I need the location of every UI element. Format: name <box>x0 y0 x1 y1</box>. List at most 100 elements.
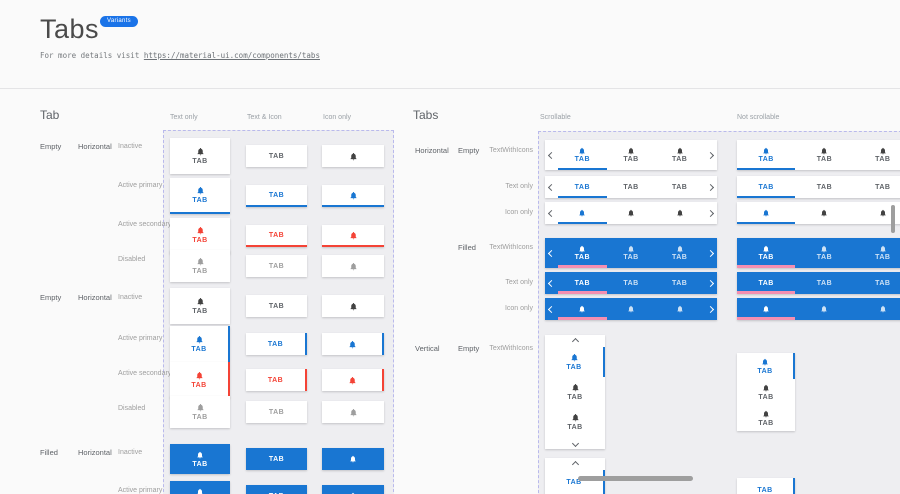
tab-label: TAB <box>192 158 208 165</box>
bell-icon <box>676 209 684 217</box>
tab-sample-text-icon[interactable]: TAB <box>170 138 230 174</box>
tab-active[interactable] <box>737 202 795 224</box>
tab-active[interactable] <box>737 298 795 320</box>
tab-sample-text-icon[interactable]: TAB <box>170 362 230 398</box>
tab[interactable] <box>795 298 853 320</box>
tab[interactable]: TAB <box>655 140 704 170</box>
group-orientation-label: Horizontal <box>415 146 449 155</box>
tab[interactable]: TAB <box>655 272 704 294</box>
tab[interactable]: TAB <box>545 407 605 437</box>
tab-sample-text-icon[interactable]: TAB <box>170 250 230 282</box>
chevron-up-icon[interactable] <box>545 335 605 347</box>
tab-sample-icon[interactable] <box>322 145 384 167</box>
tab-active[interactable]: TAB <box>737 238 795 268</box>
tab[interactable]: TAB <box>795 272 853 294</box>
tab-sample-text[interactable]: TAB <box>246 145 307 167</box>
tab[interactable]: TAB <box>655 176 704 198</box>
tab-sample-icon[interactable] <box>322 333 384 355</box>
tab-active[interactable]: TAB <box>737 478 795 494</box>
chevron-left-icon[interactable] <box>545 176 558 198</box>
tab-sample-text[interactable]: TAB <box>246 485 307 494</box>
bell-icon <box>578 209 586 217</box>
tab-sample-text[interactable]: TAB <box>246 225 307 247</box>
chevron-right-icon[interactable] <box>704 202 717 224</box>
tab-sample-icon[interactable] <box>322 369 384 391</box>
tab-sample-text[interactable]: TAB <box>246 185 307 207</box>
tab[interactable]: TAB <box>655 238 704 268</box>
tab[interactable] <box>854 298 900 320</box>
tab-sample-icon[interactable] <box>322 485 384 494</box>
tab-sample-icon[interactable] <box>322 225 384 247</box>
tab[interactable]: TAB <box>607 238 656 268</box>
tab-sample-icon[interactable] <box>322 448 384 470</box>
tab[interactable]: TAB <box>795 238 853 268</box>
tab[interactable]: TAB <box>795 176 853 198</box>
tab-sample-text-icon[interactable]: TAB <box>170 326 230 362</box>
tab-sample-icon[interactable] <box>322 295 384 317</box>
chevron-right-icon[interactable] <box>704 272 717 294</box>
tab-sample-text-icon[interactable]: TAB <box>170 444 230 474</box>
tab-sample-text[interactable]: TAB <box>246 255 307 277</box>
tab-sample-text[interactable]: TAB <box>246 295 307 317</box>
tab-active[interactable]: TAB <box>737 353 795 379</box>
tab[interactable]: TAB <box>854 238 900 268</box>
tab[interactable] <box>795 202 853 224</box>
tab-sample-text-icon[interactable]: TAB <box>170 288 230 324</box>
tab-active[interactable]: TAB <box>737 272 795 294</box>
state-label: Inactive <box>118 449 143 456</box>
tab-sample-text-icon[interactable]: TAB <box>170 218 230 254</box>
horizontal-scrollbar-thumb[interactable] <box>578 476 693 481</box>
tab-sample-text[interactable]: TAB <box>246 333 307 355</box>
tab-sample-text[interactable]: TAB <box>246 448 307 470</box>
tab-active[interactable] <box>558 202 607 224</box>
tab-active[interactable]: TAB <box>558 272 607 294</box>
tab-active[interactable]: TAB <box>558 176 607 198</box>
tab-sample-icon[interactable] <box>322 401 384 423</box>
tab-sample-text[interactable]: TAB <box>246 401 307 423</box>
bell-icon <box>676 305 684 313</box>
tab[interactable]: TAB <box>737 405 795 431</box>
tab[interactable]: TAB <box>607 140 656 170</box>
chevron-left-icon[interactable] <box>545 238 558 268</box>
tab-sample-text-icon[interactable]: TAB <box>170 178 230 214</box>
tab[interactable] <box>655 202 704 224</box>
tab[interactable]: TAB <box>737 379 795 405</box>
tab-label: TAB <box>875 156 891 163</box>
tab-active[interactable]: TAB <box>558 140 607 170</box>
tab[interactable] <box>854 202 900 224</box>
tab-active[interactable]: TAB <box>737 140 795 170</box>
chevron-right-icon[interactable] <box>704 298 717 320</box>
chevron-right-icon[interactable] <box>704 176 717 198</box>
tab[interactable]: TAB <box>854 176 900 198</box>
tab[interactable] <box>607 298 656 320</box>
chevron-left-icon[interactable] <box>545 272 558 294</box>
chevron-right-icon[interactable] <box>704 238 717 268</box>
tab[interactable]: TAB <box>545 377 605 407</box>
tab-active[interactable]: TAB <box>545 470 605 494</box>
bell-icon <box>349 262 358 271</box>
tab[interactable]: TAB <box>795 140 853 170</box>
chevron-right-icon[interactable] <box>704 140 717 170</box>
tab-active[interactable]: TAB <box>558 238 607 268</box>
chevron-left-icon[interactable] <box>545 140 558 170</box>
tab-active[interactable] <box>558 298 607 320</box>
chevron-left-icon[interactable] <box>545 298 558 320</box>
chevron-down-icon[interactable] <box>545 437 605 449</box>
tab-sample-icon[interactable] <box>322 185 384 207</box>
tab-active[interactable]: TAB <box>737 176 795 198</box>
vertical-scrollbar-thumb[interactable] <box>891 205 895 233</box>
docs-link[interactable]: https://material-ui.com/components/tabs <box>143 51 320 60</box>
chevron-left-icon[interactable] <box>545 202 558 224</box>
tab-sample-text-icon[interactable]: TAB <box>170 396 230 428</box>
tab-sample-text-icon[interactable]: TAB <box>170 481 230 494</box>
chevron-up-icon[interactable] <box>545 458 605 470</box>
tab[interactable]: TAB <box>607 272 656 294</box>
tab[interactable]: TAB <box>607 176 656 198</box>
tab-sample-text[interactable]: TAB <box>246 369 307 391</box>
tab[interactable]: TAB <box>854 272 900 294</box>
tab[interactable] <box>655 298 704 320</box>
tab[interactable] <box>607 202 656 224</box>
tab[interactable]: TAB <box>854 140 900 170</box>
tab-active[interactable]: TAB <box>545 347 605 377</box>
tab-sample-icon[interactable] <box>322 255 384 277</box>
